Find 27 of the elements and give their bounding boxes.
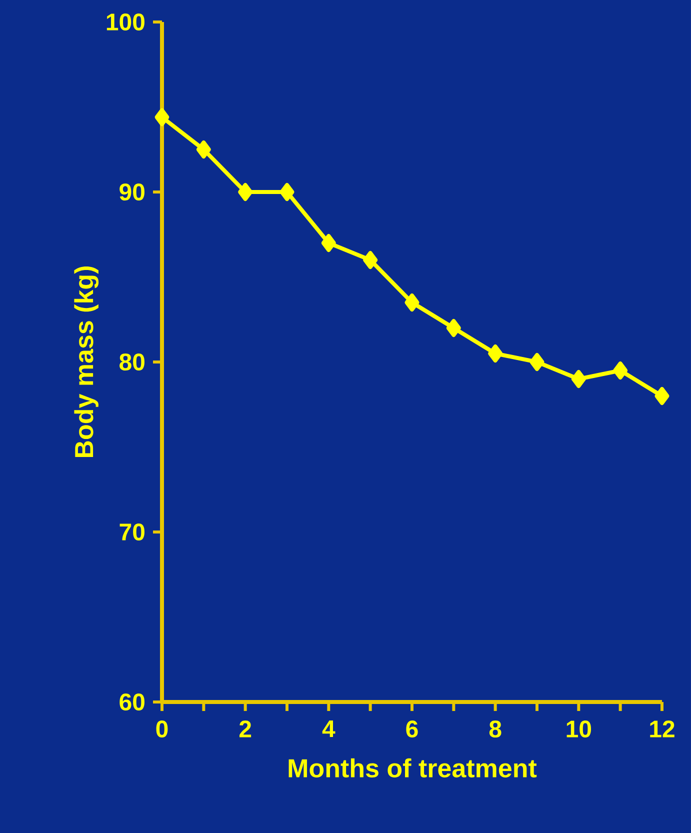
- x-tick-label: 6: [406, 720, 418, 738]
- x-tick-label: 4: [322, 720, 336, 738]
- point: [654, 386, 670, 405]
- x-axis-title: Months of treatment: [288, 758, 537, 778]
- point: [238, 183, 253, 201]
- point: [446, 318, 461, 337]
- y-tick-label: 100: [106, 14, 144, 30]
- y-axis-title: Body mass (kg): [74, 266, 99, 458]
- point: [488, 344, 503, 362]
- point: [404, 294, 420, 312]
- y-tick-label: 60: [120, 694, 144, 710]
- y-tick-label: 90: [120, 184, 144, 200]
- y-tick-label: 80: [120, 354, 144, 370]
- point: [154, 108, 170, 126]
- x-tick-label: 0: [156, 720, 168, 738]
- point: [280, 183, 294, 201]
- x-tick-label: 12: [650, 720, 674, 738]
- point: [363, 251, 378, 269]
- point: [571, 370, 586, 388]
- point: [613, 362, 628, 380]
- x-tick-label: 8: [489, 720, 502, 738]
- point: [530, 353, 544, 371]
- x-tick-label: 10: [566, 720, 592, 738]
- x-tick-label: 2: [239, 720, 252, 738]
- y-tick-label: 70: [120, 524, 144, 540]
- point: [196, 140, 211, 158]
- point: [321, 234, 336, 252]
